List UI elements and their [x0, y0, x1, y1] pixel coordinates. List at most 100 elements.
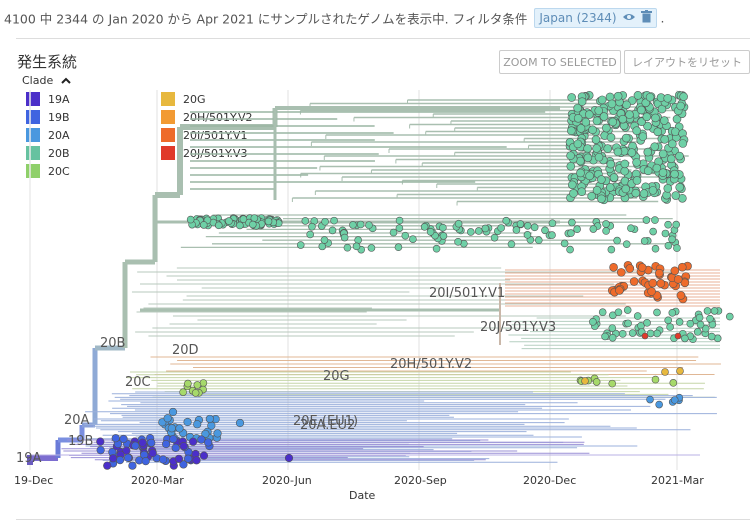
- tip[interactable]: [663, 184, 673, 193]
- tip[interactable]: [301, 217, 310, 225]
- tip[interactable]: [675, 151, 684, 161]
- tip[interactable]: [661, 229, 670, 238]
- tip[interactable]: [633, 312, 642, 320]
- tip[interactable]: [639, 189, 649, 198]
- tip[interactable]: [620, 159, 630, 169]
- tip[interactable]: [607, 99, 617, 109]
- tip[interactable]: [725, 312, 734, 321]
- tip[interactable]: [179, 441, 188, 451]
- tip[interactable]: [693, 328, 702, 336]
- tip[interactable]: [642, 216, 651, 224]
- tip[interactable]: [235, 418, 245, 428]
- tip[interactable]: [354, 236, 362, 244]
- tip[interactable]: [573, 113, 583, 123]
- tip[interactable]: [655, 268, 664, 278]
- tip[interactable]: [588, 125, 597, 135]
- tip[interactable]: [162, 439, 171, 449]
- tip[interactable]: [676, 101, 685, 111]
- tip[interactable]: [599, 112, 609, 121]
- tip[interactable]: [666, 323, 674, 331]
- tip[interactable]: [670, 169, 679, 179]
- tip[interactable]: [308, 222, 316, 231]
- tip[interactable]: [179, 388, 187, 396]
- tip[interactable]: [490, 233, 499, 242]
- tip[interactable]: [649, 227, 657, 236]
- tip[interactable]: [454, 219, 463, 228]
- tip[interactable]: [328, 226, 337, 235]
- tip[interactable]: [637, 263, 647, 272]
- tip[interactable]: [625, 264, 635, 273]
- tip[interactable]: [184, 454, 193, 463]
- tip[interactable]: [643, 319, 651, 327]
- tip[interactable]: [193, 381, 202, 389]
- tip[interactable]: [706, 314, 714, 323]
- tip[interactable]: [201, 429, 210, 439]
- tip[interactable]: [696, 320, 705, 329]
- tip[interactable]: [167, 424, 176, 433]
- tip[interactable]: [615, 286, 624, 295]
- tip[interactable]: [432, 244, 441, 253]
- tip[interactable]: [655, 400, 663, 409]
- tip[interactable]: [585, 171, 594, 181]
- tip[interactable]: [207, 421, 216, 430]
- tip[interactable]: [710, 307, 719, 315]
- tip[interactable]: [343, 243, 352, 252]
- tip[interactable]: [205, 414, 214, 424]
- tip[interactable]: [567, 93, 576, 102]
- tip[interactable]: [648, 278, 658, 288]
- tip[interactable]: [592, 186, 602, 195]
- tip[interactable]: [175, 424, 184, 433]
- tip[interactable]: [502, 216, 510, 225]
- tip[interactable]: [199, 221, 208, 229]
- tip[interactable]: [664, 316, 672, 325]
- tip[interactable]: [591, 135, 601, 144]
- tip[interactable]: [668, 309, 677, 317]
- tip[interactable]: [589, 225, 598, 233]
- tip[interactable]: [573, 225, 581, 234]
- legend-item-20g[interactable]: 20G: [161, 92, 206, 106]
- tip[interactable]: [663, 93, 673, 103]
- tip[interactable]: [320, 236, 329, 244]
- tip[interactable]: [284, 453, 294, 463]
- tip[interactable]: [628, 329, 637, 337]
- tip[interactable]: [186, 215, 195, 224]
- tip[interactable]: [609, 173, 619, 182]
- tip[interactable]: [667, 154, 676, 164]
- tip[interactable]: [651, 113, 660, 123]
- tip[interactable]: [174, 454, 184, 463]
- tip[interactable]: [632, 176, 642, 185]
- tip[interactable]: [616, 268, 626, 277]
- tree-tips[interactable]: [96, 90, 734, 470]
- tip[interactable]: [707, 332, 716, 341]
- tip[interactable]: [481, 224, 490, 233]
- tip[interactable]: [607, 245, 616, 254]
- tip[interactable]: [629, 277, 639, 286]
- tip[interactable]: [583, 144, 592, 153]
- tip[interactable]: [650, 142, 659, 151]
- reset-layout-button[interactable]: レイアウトをリセット: [624, 50, 750, 74]
- tip[interactable]: [566, 161, 576, 171]
- filter-badge[interactable]: Japan (2344): [534, 8, 657, 28]
- tip[interactable]: [548, 231, 556, 239]
- tip[interactable]: [602, 220, 610, 228]
- tip[interactable]: [321, 217, 329, 226]
- tip[interactable]: [560, 239, 569, 248]
- tip[interactable]: [192, 456, 201, 465]
- tip[interactable]: [670, 266, 680, 276]
- tip[interactable]: [642, 112, 652, 122]
- tip[interactable]: [197, 435, 206, 444]
- tip[interactable]: [249, 220, 257, 229]
- tip[interactable]: [640, 237, 649, 245]
- tip[interactable]: [672, 114, 682, 124]
- tip[interactable]: [466, 228, 475, 236]
- tip[interactable]: [148, 448, 157, 458]
- tip[interactable]: [621, 184, 631, 194]
- tip[interactable]: [365, 221, 373, 229]
- tip[interactable]: [171, 443, 180, 452]
- tip[interactable]: [677, 262, 687, 272]
- tip[interactable]: [645, 92, 655, 102]
- tip[interactable]: [123, 453, 133, 462]
- tip[interactable]: [584, 110, 594, 119]
- legend-item-20h[interactable]: 20H/501Y.V2: [161, 110, 252, 124]
